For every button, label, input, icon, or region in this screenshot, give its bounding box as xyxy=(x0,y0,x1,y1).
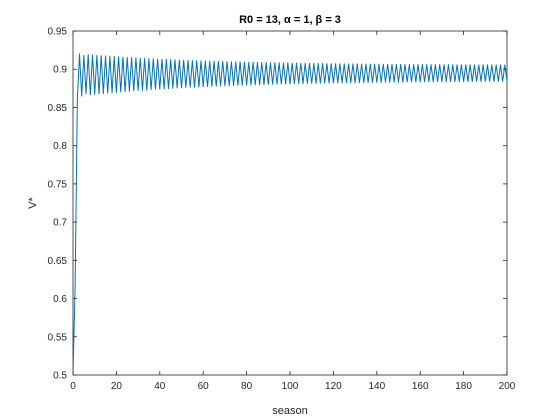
x-tick-label: 180 xyxy=(455,381,472,392)
x-tick-label: 140 xyxy=(368,381,385,392)
y-tick-label: 0.6 xyxy=(53,294,67,305)
x-tick-label: 160 xyxy=(412,381,429,392)
plot-frame xyxy=(72,30,508,376)
x-axis-label: season xyxy=(272,405,307,417)
x-tick-label: 20 xyxy=(111,381,123,392)
y-tick-label: 0.5 xyxy=(53,371,67,382)
y-tick-label: 0.9 xyxy=(53,65,67,76)
plot-area xyxy=(72,30,508,376)
x-axis: 0 20 40 60 80 100 120 140 160 180 200 xyxy=(70,31,516,392)
x-tick-label: 80 xyxy=(241,381,253,392)
y-tick-label: 0.7 xyxy=(53,218,67,229)
y-axis: 0.5 0.55 0.6 0.65 0.7 0.75 0.8 0.85 0.9 0.95 xyxy=(48,27,507,382)
chart-title: R0 = 13, α = 1, β = 3 xyxy=(239,14,341,26)
x-tick-label: 60 xyxy=(198,381,210,392)
y-axis-label: V* xyxy=(27,196,39,208)
x-tick-label: 100 xyxy=(282,381,299,392)
y-tick-label: 0.95 xyxy=(48,27,68,38)
y-tick-label: 0.85 xyxy=(48,103,68,114)
x-tick-label: 0 xyxy=(70,381,76,392)
x-tick-label: 200 xyxy=(499,381,516,392)
series-line xyxy=(72,53,508,376)
x-tick-label: 40 xyxy=(154,381,166,392)
y-tick-label: 0.65 xyxy=(48,256,68,267)
y-tick-label: 0.8 xyxy=(53,141,67,152)
y-tick-label: 0.55 xyxy=(48,332,68,343)
x-tick-label: 120 xyxy=(325,381,342,392)
y-tick-label: 0.75 xyxy=(48,179,68,190)
series-layer xyxy=(72,53,508,376)
